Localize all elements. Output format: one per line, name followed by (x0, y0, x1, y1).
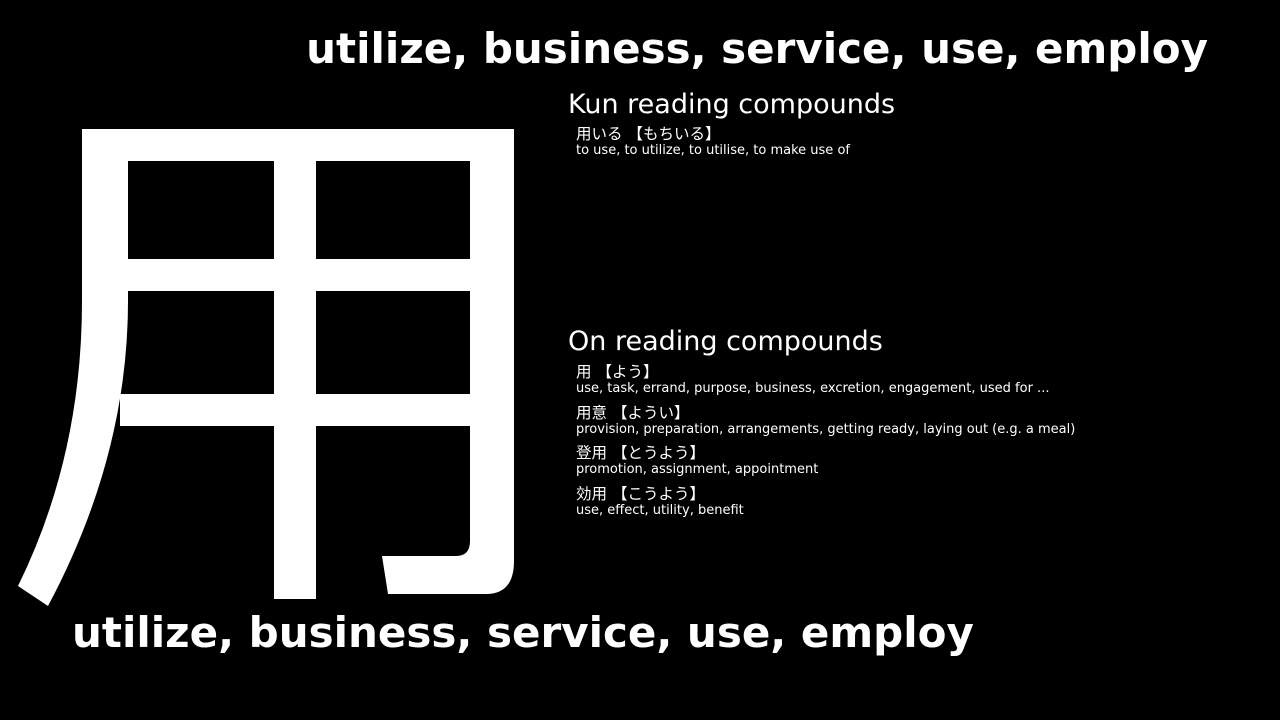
compound-reading: 【こうよう】 (611, 484, 705, 503)
compound-definition: provision, preparation, arrangements, ge… (576, 421, 1076, 437)
compound-reading: 【よう】 (596, 363, 659, 381)
compound-item: 用 【よう】 use, task, errand, purpose, busin… (576, 363, 1075, 404)
kanji-glyph: 用 (18, 129, 514, 606)
compound-reading: 【とうよう】 (611, 444, 705, 462)
on-compound-list: 用 【よう】 use, task, errand, purpose, busin… (576, 363, 1075, 525)
kun-compound-list: 用いる 【もちいる】 to use, to utilize, to utilis… (576, 125, 850, 166)
compound-word: 登用 (576, 444, 608, 462)
kun-section-title: Kun reading compounds (568, 89, 896, 120)
compound-reading: 【ようい】 (611, 403, 690, 422)
compound-word: 用意 (576, 403, 608, 422)
compound-definition: promotion, assignment, appointment (576, 462, 819, 477)
compound-headword: 用 【よう】 (576, 363, 1075, 382)
compound-headword: 登用 【とうよう】 (576, 444, 1075, 463)
compound-headword: 用いる 【もちいる】 (576, 125, 850, 144)
compound-item: 用いる 【もちいる】 to use, to utilize, to utilis… (576, 125, 850, 166)
meaning-heading-bottom: utilize, business, service, use, employ (72, 608, 974, 657)
compound-word: 用いる (576, 125, 623, 143)
compound-definition: use, task, errand, purpose, business, ex… (576, 381, 1050, 396)
compound-item: 登用 【とうよう】 promotion, assignment, appoint… (576, 444, 1075, 485)
compound-word: 用 (576, 363, 592, 381)
compound-word: 効用 (576, 484, 608, 503)
compound-headword: 効用 【こうよう】 (576, 485, 1075, 504)
meaning-heading-top: utilize, business, service, use, employ (306, 24, 1208, 73)
compound-item: 用意 【ようい】 provision, preparation, arrange… (576, 404, 1075, 445)
compound-definition: to use, to utilize, to utilise, to make … (576, 143, 850, 158)
compound-item: 効用 【こうよう】 use, effect, utility, benefit (576, 485, 1075, 526)
compound-headword: 用意 【ようい】 (576, 404, 1075, 423)
on-section-title: On reading compounds (568, 326, 883, 357)
compound-reading: 【もちいる】 (627, 125, 721, 143)
compound-definition: use, effect, utility, benefit (576, 502, 744, 518)
